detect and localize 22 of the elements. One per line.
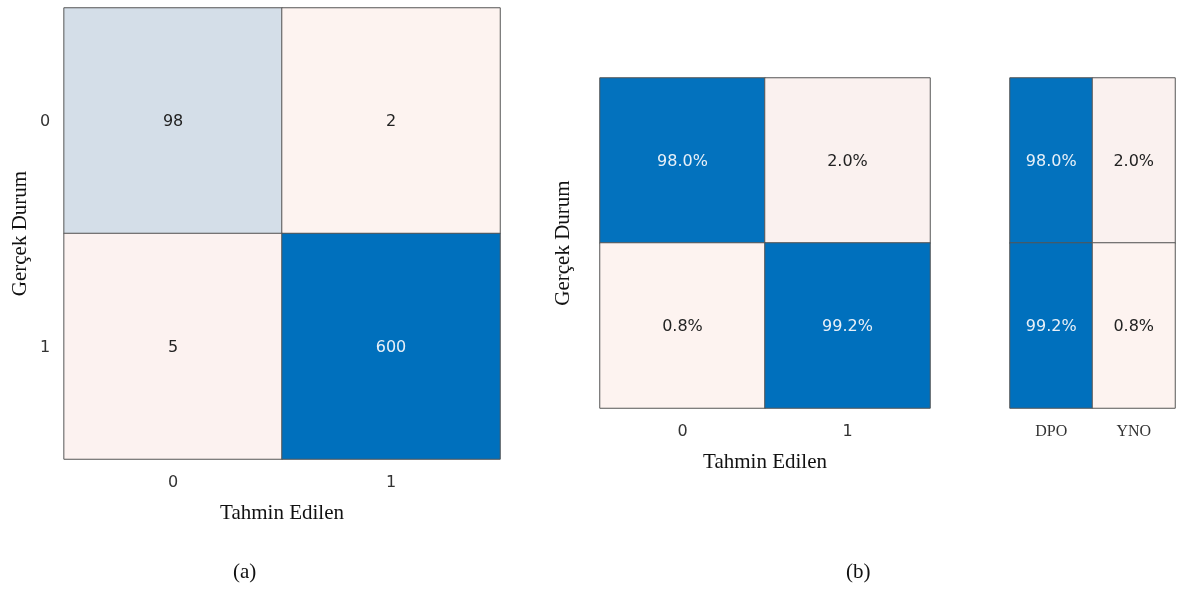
y-axis-title: Gerçek Durum bbox=[549, 180, 574, 306]
data-label: 5 bbox=[167, 336, 179, 356]
y-axis-title: Gerçek Durum bbox=[6, 170, 31, 297]
x-axis-title: Tahmin Edilen bbox=[703, 448, 828, 473]
data-label: 98.0% bbox=[657, 151, 708, 170]
x-tick-label: 1 bbox=[842, 420, 853, 440]
data-label: 0.8% bbox=[1113, 316, 1155, 335]
data-label: 2.0% bbox=[827, 151, 868, 170]
x-tick-label: YNO bbox=[1116, 421, 1152, 439]
data-label: 2.0% bbox=[1113, 151, 1155, 170]
data-label: 2 bbox=[385, 111, 397, 131]
data-label: 99.2% bbox=[1025, 316, 1077, 335]
x-tick-label: DPO bbox=[1035, 421, 1068, 439]
x-axis-title: Tahmin Edilen bbox=[220, 499, 345, 524]
text: (b) bbox=[846, 558, 871, 583]
data-label: 99.2% bbox=[822, 316, 873, 335]
data-label: 98.0% bbox=[1025, 151, 1077, 170]
x-tick-label: 0 bbox=[677, 420, 688, 440]
data-label: 600 bbox=[375, 336, 407, 356]
data-label: 98 bbox=[162, 111, 184, 131]
text: (a) bbox=[233, 558, 257, 583]
data-label: 0.8% bbox=[662, 316, 703, 335]
